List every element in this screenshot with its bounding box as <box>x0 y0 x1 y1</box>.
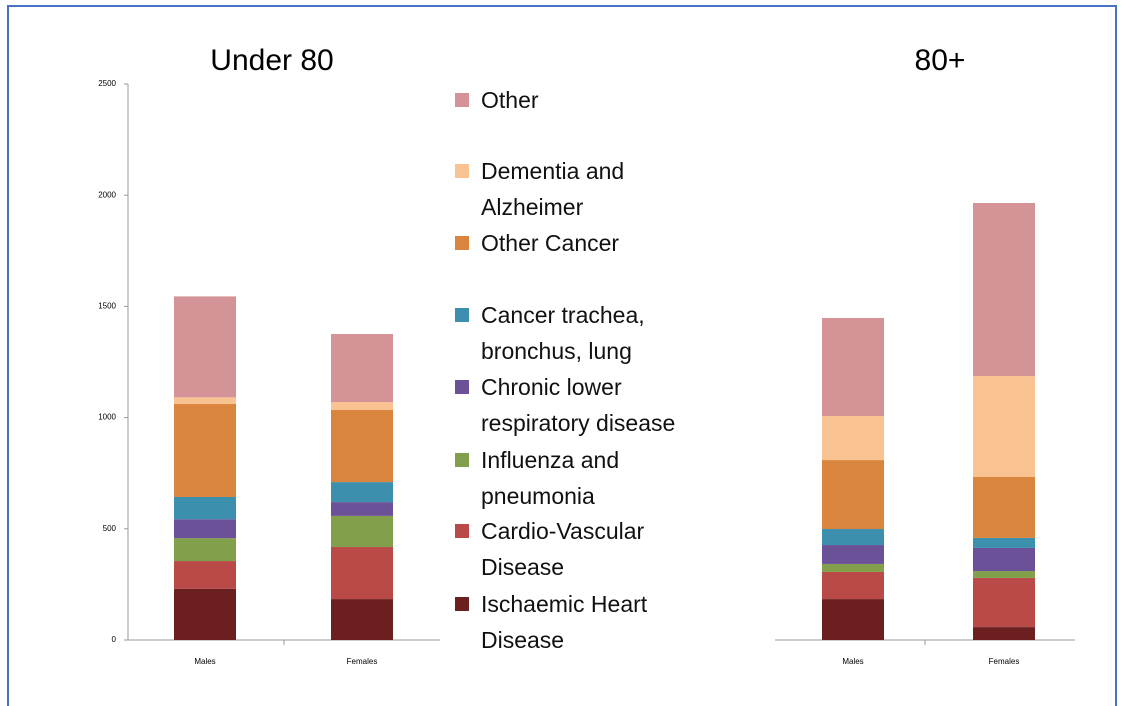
x-tick-label: Males <box>194 657 215 666</box>
legend-swatch <box>455 93 469 107</box>
y-tick-label: 2500 <box>98 79 116 88</box>
legend-label: Cancer trachea, bronchus, lung <box>481 302 645 364</box>
y-tick-label: 500 <box>103 524 117 533</box>
bar-segment <box>822 416 884 461</box>
legend-label: Chronic lower respiratory disease <box>481 374 676 436</box>
legend-swatch <box>455 524 469 538</box>
bar-segment <box>174 519 236 539</box>
bar-segment <box>822 571 884 600</box>
bar-segment <box>331 333 393 403</box>
bar-segment <box>822 317 884 417</box>
bar-segment <box>973 577 1035 628</box>
x-tick-label: Females <box>989 657 1020 666</box>
bar-segment <box>822 529 884 546</box>
bar-segment <box>973 476 1035 538</box>
legend-label: Other Cancer <box>481 230 620 256</box>
legend-label: Influenza and pneumonia <box>481 447 620 509</box>
legend-label: Cardio-Vascular Disease <box>481 518 645 580</box>
legend-swatch <box>455 236 469 250</box>
bar-segment <box>973 202 1035 377</box>
bar-segment <box>174 496 236 520</box>
y-tick-label: 0 <box>112 635 117 644</box>
y-tick-label: 1000 <box>98 413 116 422</box>
bar-segment <box>331 515 393 548</box>
bar-segment <box>822 460 884 530</box>
legend-label: Other <box>481 87 539 113</box>
legend-swatch <box>455 380 469 394</box>
bar-segment <box>174 397 236 405</box>
x-tick-label: Males <box>842 657 863 666</box>
bar-segment <box>331 482 393 503</box>
bar-segment <box>174 296 236 398</box>
bar-segment <box>174 404 236 497</box>
bar-segment <box>174 538 236 562</box>
bar-segment <box>973 627 1035 640</box>
bar-segment <box>822 599 884 640</box>
bar-segment <box>973 537 1035 548</box>
bar-segment <box>331 599 393 640</box>
y-tick-label: 2000 <box>98 190 116 199</box>
panel-title: Under 80 <box>210 44 333 77</box>
bar-segment <box>822 545 884 564</box>
legend-swatch <box>455 164 469 178</box>
bar-segment <box>973 547 1035 572</box>
legend-label: Ischaemic Heart Disease <box>481 591 648 653</box>
bar-segment <box>331 547 393 600</box>
bar-segment <box>331 502 393 516</box>
legend-label: Dementia and Alzheimer <box>481 158 625 220</box>
legend-swatch <box>455 597 469 611</box>
legend-swatch <box>455 308 469 322</box>
frame <box>7 5 1117 706</box>
bar-segment <box>331 402 393 410</box>
x-tick-label: Females <box>347 657 378 666</box>
bar-segment <box>331 409 393 483</box>
bar-segment <box>973 571 1035 578</box>
bar-segment <box>822 563 884 572</box>
panel-title: 80+ <box>915 44 966 77</box>
bar-segment <box>973 376 1035 477</box>
bar-segment <box>174 561 236 589</box>
legend-swatch <box>455 453 469 467</box>
bar-segment <box>174 588 236 640</box>
y-tick-label: 1500 <box>98 302 116 311</box>
